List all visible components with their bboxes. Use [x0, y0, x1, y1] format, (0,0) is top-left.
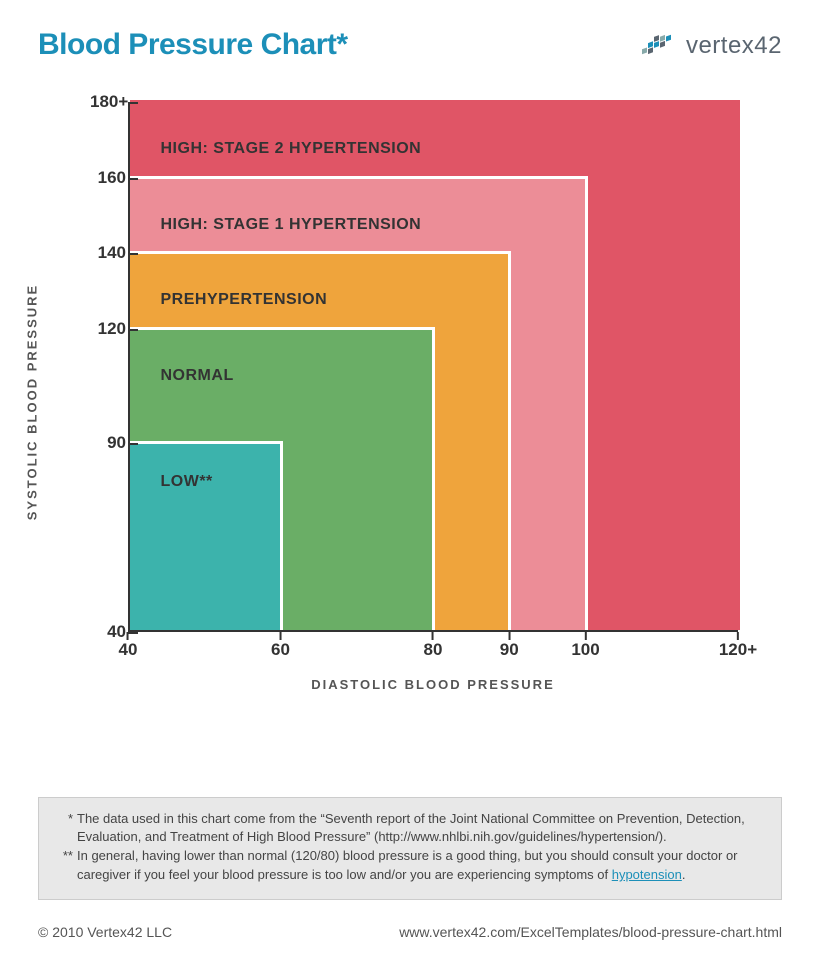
fn2-marker: ** — [55, 847, 77, 885]
zone-label-3: NORMAL — [161, 367, 234, 385]
ytick: 40 — [90, 622, 126, 642]
xtick: 80 — [424, 640, 443, 660]
footnotes: * The data used in this chart come from … — [38, 797, 782, 900]
y-axis-label: SYSTOLIC BLOOD PRESSURE — [25, 284, 40, 520]
copyright: © 2010 Vertex42 LLC — [38, 924, 172, 940]
bp-chart: SYSTOLIC BLOOD PRESSURE HIGH: STAGE 2 HY… — [38, 92, 782, 712]
logo-text: vertex42 — [686, 32, 782, 60]
page-title: Blood Pressure Chart* — [38, 28, 348, 62]
zone-label-4: LOW** — [161, 473, 213, 491]
fn1-text: The data used in this chart come from th… — [77, 810, 765, 848]
logo: vertex42 — [640, 30, 782, 62]
zone-label-2: PREHYPERTENSION — [161, 291, 328, 309]
ytick: 140 — [90, 243, 126, 263]
ytick: 90 — [90, 433, 126, 453]
zone-label-1: HIGH: STAGE 1 HYPERTENSION — [161, 216, 422, 234]
header: Blood Pressure Chart* vertex42 — [38, 28, 782, 62]
ytick: 160 — [90, 168, 126, 188]
xtick: 40 — [119, 640, 138, 660]
x-axis-label: DIASTOLIC BLOOD PRESSURE — [128, 677, 738, 692]
fn2-text: In general, having lower than normal (12… — [77, 847, 765, 885]
zone-4 — [130, 441, 283, 630]
ytick: 120 — [90, 319, 126, 339]
xtick: 60 — [271, 640, 290, 660]
fn1-marker: * — [55, 810, 77, 848]
xtick: 100 — [571, 640, 599, 660]
fn2-post: . — [682, 867, 686, 882]
ytick: 180+ — [90, 92, 126, 112]
xtick: 90 — [500, 640, 519, 660]
plot-area: HIGH: STAGE 2 HYPERTENSION HIGH: STAGE 1 … — [128, 102, 738, 632]
logo-mark-icon — [640, 30, 680, 62]
hypotension-link[interactable]: hypotension — [612, 867, 682, 882]
zone-label-0: HIGH: STAGE 2 HYPERTENSION — [161, 140, 422, 158]
footer-url: www.vertex42.com/ExcelTemplates/blood-pr… — [399, 924, 782, 940]
footer: © 2010 Vertex42 LLC www.vertex42.com/Exc… — [38, 924, 782, 940]
xtick: 120+ — [719, 640, 757, 660]
